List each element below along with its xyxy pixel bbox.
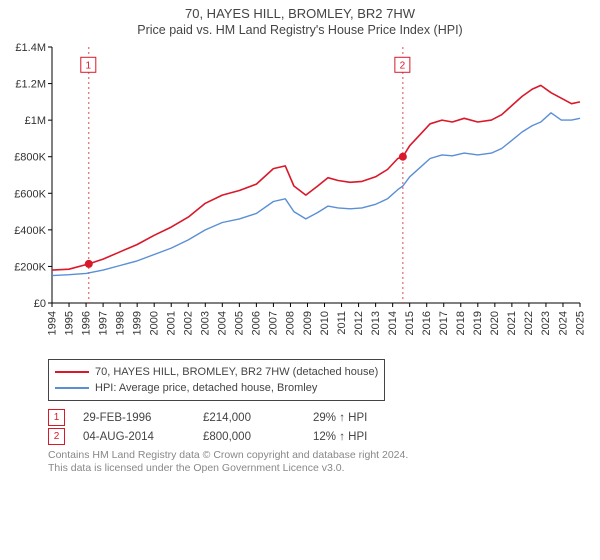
svg-text:£400K: £400K bbox=[14, 225, 46, 237]
svg-text:2021: 2021 bbox=[506, 311, 518, 335]
legend-swatch-property bbox=[55, 371, 89, 373]
transaction-delta: 29% ↑ HPI bbox=[313, 412, 367, 424]
svg-text:2011: 2011 bbox=[336, 311, 348, 335]
transaction-date: 29-FEB-1996 bbox=[83, 412, 203, 424]
transaction-date: 04-AUG-2014 bbox=[83, 431, 203, 443]
svg-text:2000: 2000 bbox=[148, 311, 160, 335]
svg-text:2006: 2006 bbox=[251, 311, 263, 335]
transaction-marker: 2 bbox=[48, 428, 65, 445]
svg-text:2025: 2025 bbox=[574, 311, 586, 335]
svg-text:1999: 1999 bbox=[131, 311, 143, 335]
svg-text:2004: 2004 bbox=[217, 311, 229, 335]
svg-text:2007: 2007 bbox=[268, 311, 280, 335]
svg-text:1996: 1996 bbox=[80, 311, 92, 335]
svg-text:2017: 2017 bbox=[438, 311, 450, 335]
legend: 70, HAYES HILL, BROMLEY, BR2 7HW (detach… bbox=[48, 359, 385, 401]
page-title: 70, HAYES HILL, BROMLEY, BR2 7HW bbox=[6, 6, 594, 21]
transaction-marker: 1 bbox=[48, 409, 65, 426]
svg-text:2009: 2009 bbox=[302, 311, 314, 335]
svg-text:2022: 2022 bbox=[523, 311, 535, 335]
price-chart: £0 £200K £400K £600K £800K £1M £1.2M £1.4M 1994 1… bbox=[6, 41, 594, 351]
svg-text:1998: 1998 bbox=[114, 311, 126, 335]
legend-label-property: 70, HAYES HILL, BROMLEY, BR2 7HW (detach… bbox=[95, 364, 378, 380]
svg-text:£800K: £800K bbox=[14, 152, 46, 164]
svg-text:£1.2M: £1.2M bbox=[15, 79, 46, 91]
legend-label-hpi: HPI: Average price, detached house, Brom… bbox=[95, 380, 317, 396]
svg-text:2010: 2010 bbox=[319, 311, 331, 335]
svg-text:2002: 2002 bbox=[183, 311, 195, 335]
footer-note: Contains HM Land Registry data © Crown c… bbox=[48, 449, 594, 475]
transaction-price: £214,000 bbox=[203, 412, 313, 424]
svg-text:£1.4M: £1.4M bbox=[15, 42, 46, 54]
transaction-row: 2 04-AUG-2014£800,00012% ↑ HPI bbox=[48, 428, 594, 445]
transaction-price: £800,000 bbox=[203, 431, 313, 443]
svg-text:2014: 2014 bbox=[387, 311, 399, 335]
svg-text:2008: 2008 bbox=[285, 311, 297, 335]
svg-text:1997: 1997 bbox=[97, 311, 109, 335]
svg-text:£200K: £200K bbox=[14, 261, 46, 273]
svg-text:2012: 2012 bbox=[353, 311, 365, 335]
svg-text:1: 1 bbox=[86, 60, 92, 71]
svg-text:2013: 2013 bbox=[370, 311, 382, 335]
transaction-row: 1 29-FEB-1996£214,00029% ↑ HPI bbox=[48, 409, 594, 426]
svg-text:1994: 1994 bbox=[46, 311, 58, 335]
svg-text:2024: 2024 bbox=[557, 311, 569, 335]
svg-text:2019: 2019 bbox=[472, 311, 484, 335]
page-subtitle: Price paid vs. HM Land Registry's House … bbox=[6, 23, 594, 37]
transaction-delta: 12% ↑ HPI bbox=[313, 431, 367, 443]
svg-text:2018: 2018 bbox=[455, 311, 467, 335]
svg-text:2016: 2016 bbox=[421, 311, 433, 335]
svg-text:2001: 2001 bbox=[166, 311, 178, 335]
svg-text:2023: 2023 bbox=[540, 311, 552, 335]
svg-text:£0: £0 bbox=[34, 298, 46, 310]
svg-text:2003: 2003 bbox=[200, 311, 212, 335]
legend-swatch-hpi bbox=[55, 387, 89, 389]
svg-text:£600K: £600K bbox=[14, 188, 46, 200]
svg-text:2: 2 bbox=[400, 60, 406, 71]
svg-text:2020: 2020 bbox=[489, 311, 501, 335]
svg-text:2005: 2005 bbox=[234, 311, 246, 335]
svg-text:£1M: £1M bbox=[25, 115, 46, 127]
svg-text:2015: 2015 bbox=[404, 311, 416, 335]
svg-text:1995: 1995 bbox=[63, 311, 75, 335]
